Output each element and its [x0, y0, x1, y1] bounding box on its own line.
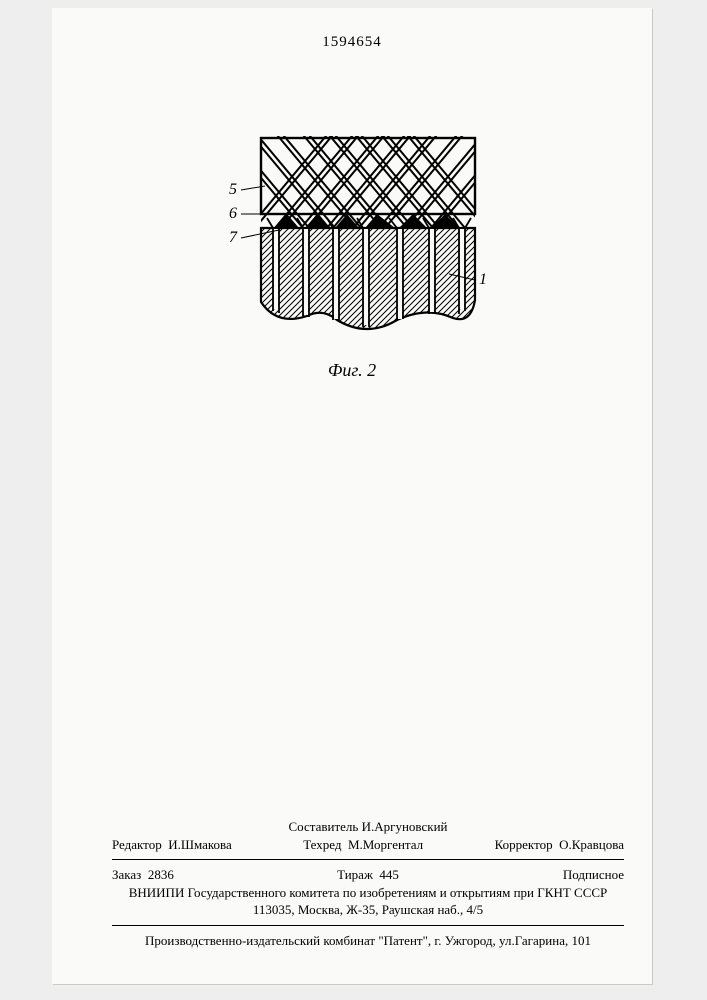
editor-block: Редактор И.Шмакова: [112, 836, 232, 854]
divider: [112, 859, 624, 860]
imprint-footer: Составитель И.Аргуновский Редактор И.Шма…: [112, 818, 624, 949]
compiler-line: Составитель И.Аргуновский: [112, 818, 624, 836]
order-block: Заказ 2836: [112, 866, 283, 884]
page-sheet: 1594654: [52, 8, 652, 984]
page-number: 1594654: [52, 34, 652, 51]
svg-text:7: 7: [229, 229, 238, 246]
corrector-block: Корректор О.Кравцова: [495, 836, 624, 854]
subscription-block: Подписное: [453, 866, 624, 884]
figure-2: 5 6 7 1: [227, 116, 507, 356]
press-line: Производственно-издательский комбинат "П…: [112, 932, 624, 950]
svg-text:1: 1: [479, 271, 487, 288]
figure-caption: Фиг. 2: [52, 360, 652, 381]
svg-text:5: 5: [229, 181, 237, 198]
divider: [112, 925, 624, 926]
svg-text:6: 6: [229, 205, 237, 222]
org-line2: 113035, Москва, Ж-35, Раушская наб., 4/5: [112, 901, 624, 919]
circulation-block: Тираж 445: [283, 866, 454, 884]
techred-block: Техред М.Моргентал: [303, 836, 423, 854]
org-line1: ВНИИПИ Государственного комитета по изоб…: [112, 884, 624, 902]
